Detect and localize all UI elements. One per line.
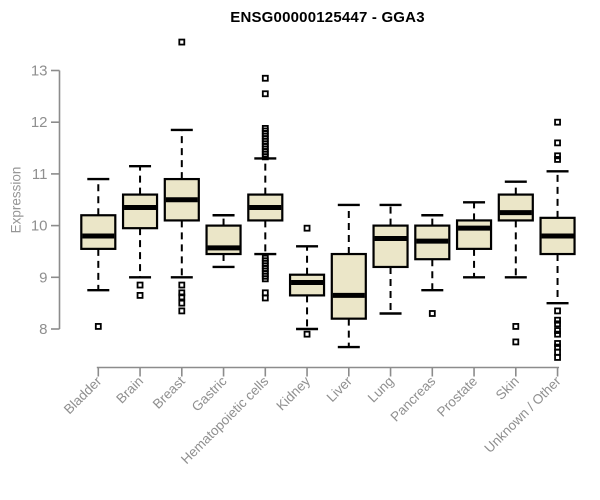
outlier-point-hematopoietic-cells <box>261 153 269 161</box>
x-axis-category-label: Kidney <box>273 373 313 413</box>
outlier-point-breast <box>178 38 186 46</box>
outlier-point-breast <box>178 307 186 315</box>
outlier-point-pancreas <box>428 310 436 317</box>
outlier-point-unknown-other <box>554 152 561 160</box>
outlier-point-unknown-other <box>554 354 561 361</box>
outlier-point-unknown-other <box>554 327 561 334</box>
x-axis-category-label: Pancreas <box>387 373 438 424</box>
outlier-point-kidney <box>303 224 311 232</box>
box-lung <box>372 224 409 269</box>
outlier-point-bladder <box>94 323 102 330</box>
box-kidney <box>288 273 326 297</box>
x-axis-category-label: Liver <box>324 373 356 405</box>
y-axis-tick-label: 13 <box>31 63 48 80</box>
outlier-point-unknown-other <box>554 330 561 338</box>
y-axis-tick-label: 10 <box>31 218 48 235</box>
x-axis-category-label: Breast <box>150 373 188 411</box>
outlier-point-unknown-other <box>554 343 561 351</box>
x-axis-category-label: Skin <box>493 374 522 403</box>
outlier-point-unknown-other <box>554 348 561 356</box>
box-liver <box>330 252 367 320</box>
outlier-point-unknown-other <box>554 316 561 324</box>
outlier-point-brain <box>136 291 144 299</box>
box-brain <box>121 193 159 230</box>
x-axis-category-label: Gastric <box>189 373 230 414</box>
outlier-point-hematopoietic-cells <box>261 275 269 283</box>
y-axis-tick-label: 8 <box>39 321 47 338</box>
outlier-point-unknown-other <box>554 307 561 315</box>
outlier-point-unknown-other <box>554 139 561 147</box>
y-axis-tick-label: 12 <box>31 114 48 131</box>
outlier-point-breast <box>178 299 186 307</box>
x-axis-category-label: Lung <box>365 374 397 406</box>
x-axis-category-label: Prostate <box>434 374 480 420</box>
outlier-point-skin <box>512 338 520 346</box>
outlier-point-hematopoietic-cells <box>261 90 269 98</box>
x-axis-category-label: Brain <box>113 374 146 407</box>
box-skin <box>497 193 534 222</box>
outlier-point-unknown-other <box>554 340 561 347</box>
outlier-point-unknown-other <box>554 156 561 163</box>
outlier-point-kidney <box>303 330 311 338</box>
outlier-point-hematopoietic-cells <box>261 74 269 82</box>
outlier-point-breast <box>178 293 186 301</box>
outlier-point-skin <box>512 323 520 330</box>
x-axis-category-label: Bladder <box>61 373 105 417</box>
y-axis-tick-label: 11 <box>32 166 48 183</box>
outlier-point-hematopoietic-cells <box>261 289 269 297</box>
box-bladder <box>80 214 117 250</box>
x-axis-category-label: Unknown / Other <box>481 373 564 456</box>
outlier-point-unknown-other <box>554 118 561 126</box>
y-axis-tick-label: 9 <box>39 269 47 286</box>
box-prostate <box>455 219 493 250</box>
outlier-point-breast <box>178 281 186 289</box>
outlier-point-hematopoietic-cells <box>261 294 269 302</box>
outlier-point-unknown-other <box>554 320 561 328</box>
chart-title: ENSG00000125447 - GGA3 <box>230 9 425 26</box>
outlier-point-brain <box>136 281 144 289</box>
